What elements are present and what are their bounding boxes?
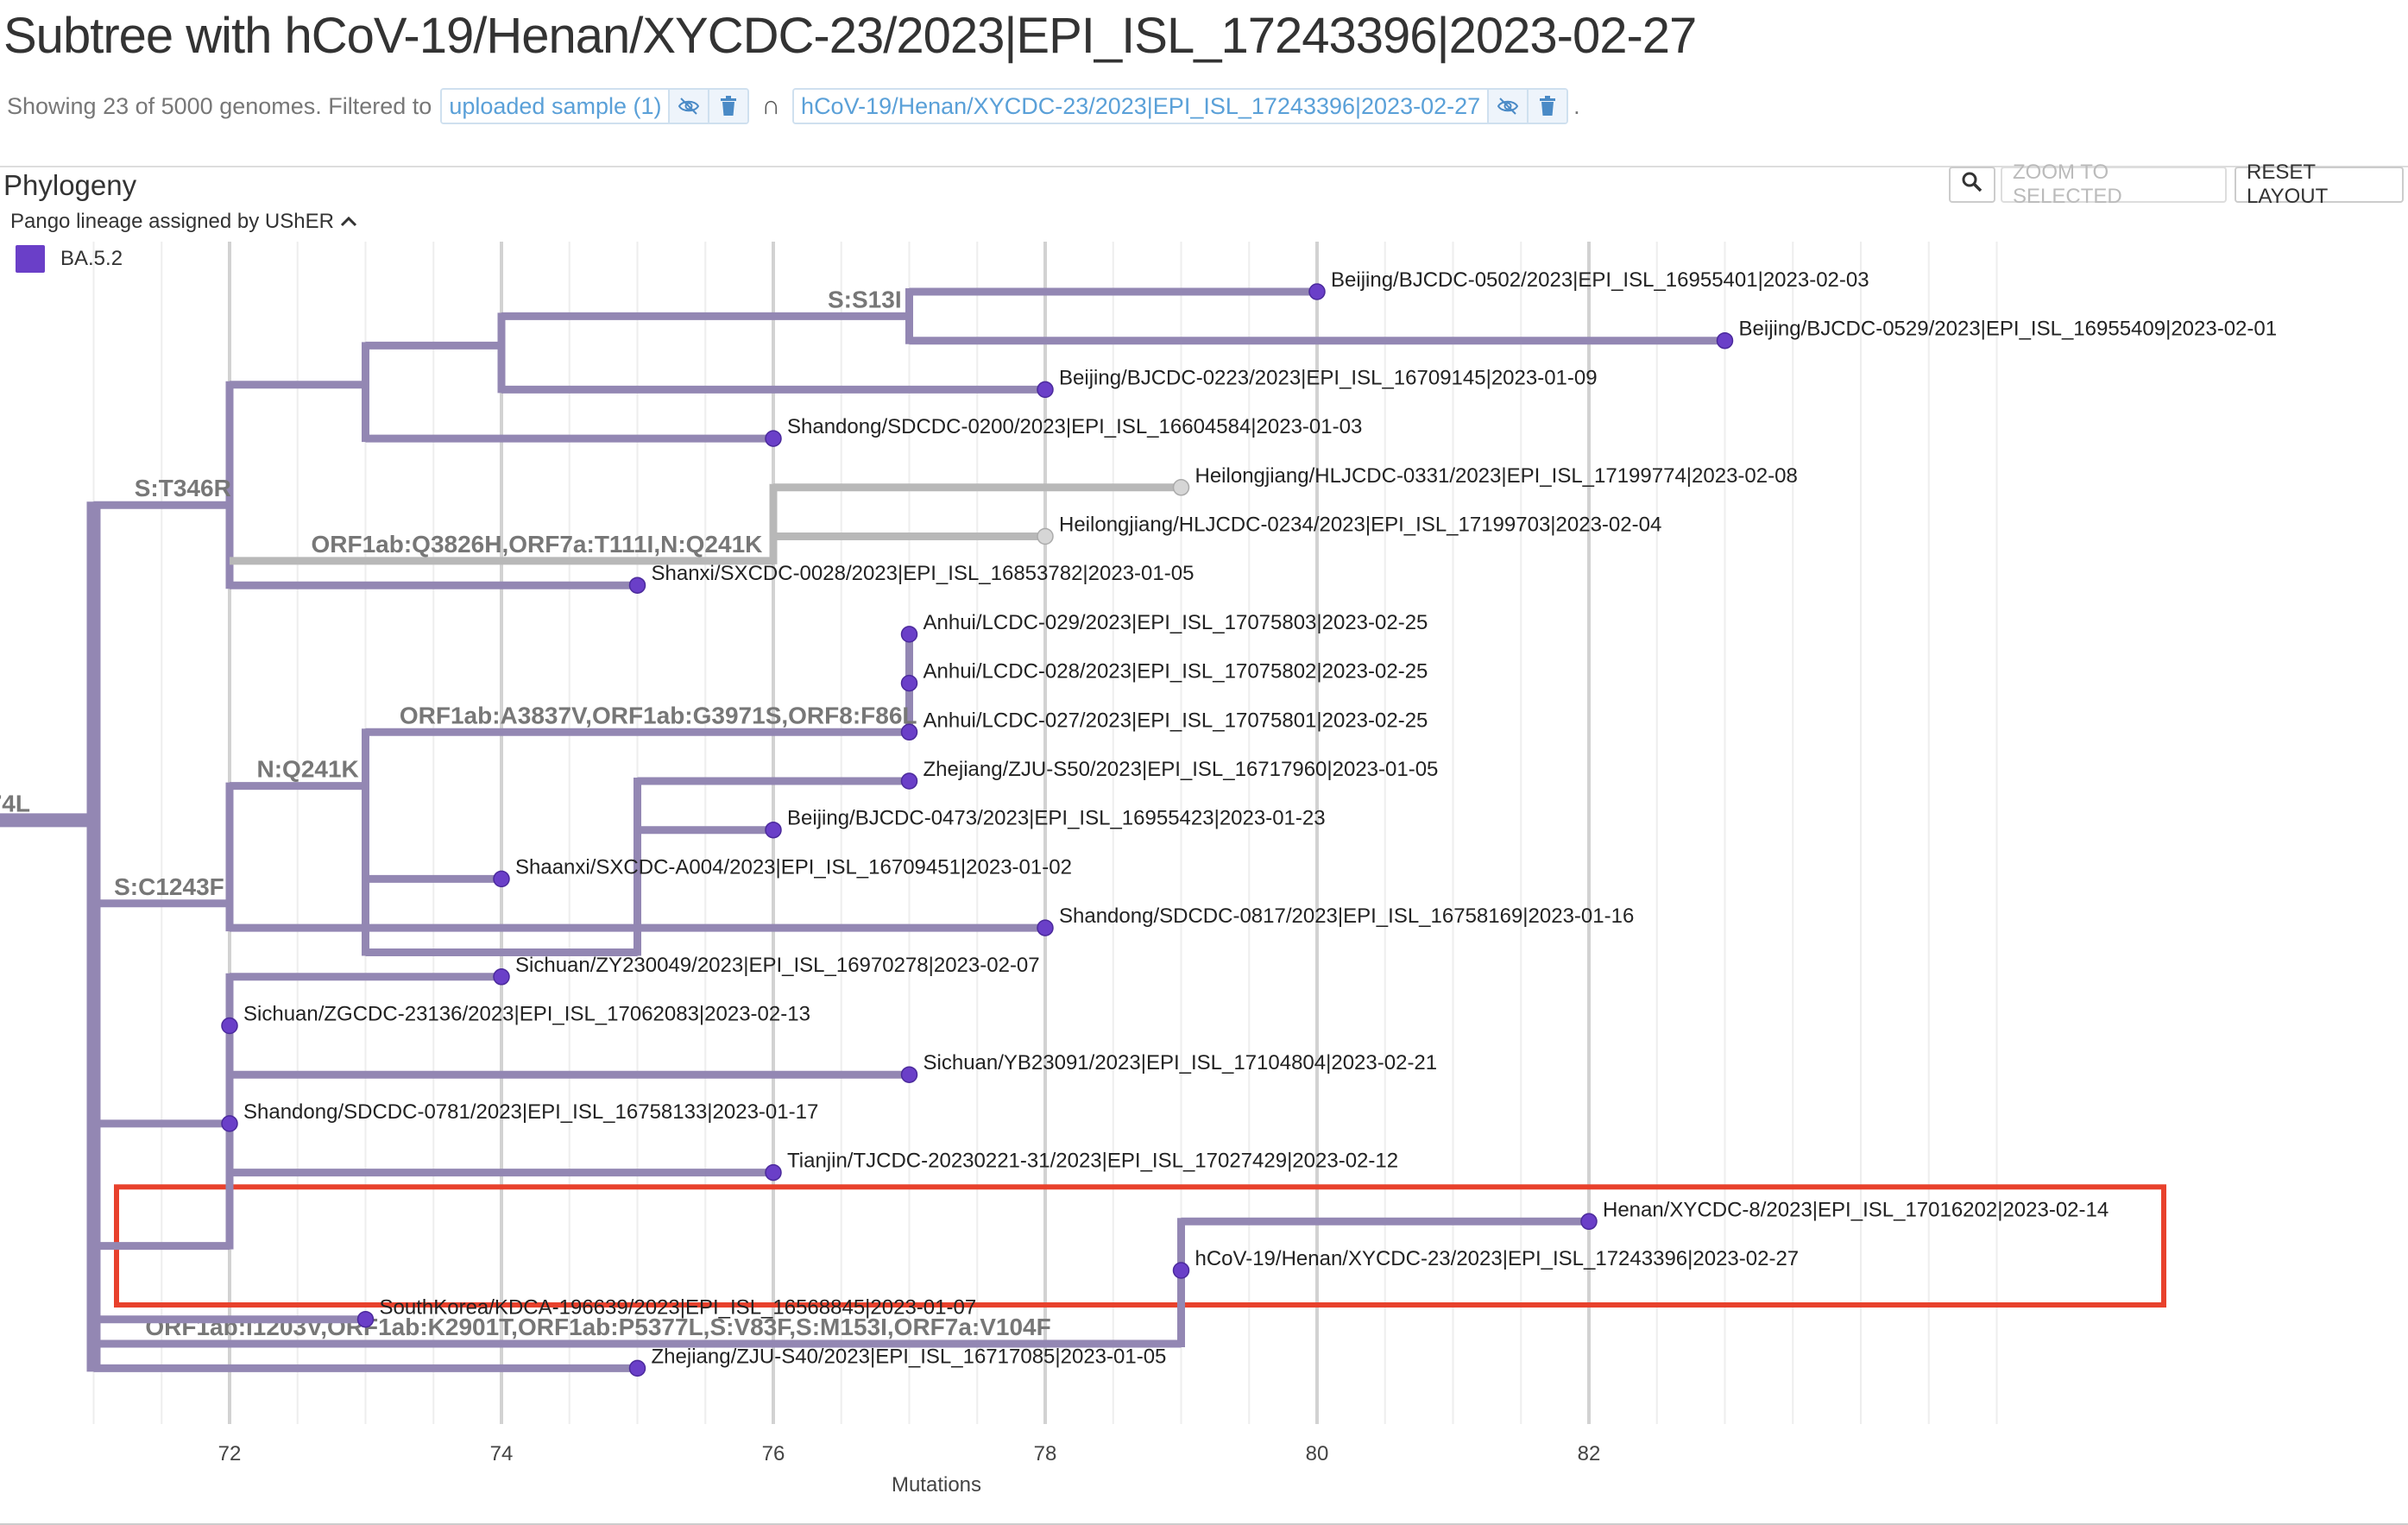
phylogeny-tree[interactable]: :V274L S:T346R S:S13I ORF1ab:Q3826H,ORF7a:T… [0,242,2408,1510]
zoom-to-selected-button[interactable]: ZOOM TO SELECTED [2001,161,2227,208]
tip-label[interactable]: Beijing/BJCDC-0502/2023|EPI_ISL_16955401… [1331,268,1869,292]
tip-label[interactable]: Sichuan/ZY230049/2023|EPI_ISL_16970278|2… [515,954,1040,977]
tip-label[interactable]: Sichuan/YB23091/2023|EPI_ISL_17104804|20… [923,1051,1438,1074]
chevron-up-icon [339,210,358,234]
legend-label: BA.5.2 [60,247,123,270]
legend-item[interactable]: BA.5.2 [16,245,123,273]
trash-icon[interactable] [1527,90,1567,123]
tip-node[interactable] [900,772,918,790]
tip-node[interactable] [221,1115,238,1132]
axis-tick-label: 82 [1578,1442,1601,1465]
tip-label[interactable]: Shaanxi/SXCDC-A004/2023|EPI_ISL_16709451… [515,855,1072,879]
filter-chip-label[interactable]: uploaded sample (1) [442,90,669,123]
panel-title: Phylogeny [3,169,137,201]
tip-label[interactable]: SouthKorea/KDCA-196639/2023|EPI_ISL_1656… [380,1296,977,1320]
branch-mutation-label: :V274L [0,790,30,816]
intersect-symbol: ∩ [761,91,781,120]
axis-tick-label: 78 [1034,1442,1057,1465]
color-by-label: Pango lineage assigned by UShER [10,210,334,233]
color-by-selector[interactable]: Pango lineage assigned by UShER [10,210,358,234]
tip-label[interactable]: Zhejiang/ZJU-S50/2023|EPI_ISL_16717960|2… [923,758,1439,781]
page-title: Subtree with hCoV-19/Henan/XYCDC-23/2023… [3,8,1697,64]
branch-mutation-label: S:S13I [828,286,902,312]
branch-mutation-label: S:T346R [135,475,231,501]
eye-slash-icon[interactable] [668,90,709,123]
trash-icon[interactable] [708,90,748,123]
tip-label[interactable]: Heilongjiang/HLJCDC-0234/2023|EPI_ISL_17… [1059,514,1661,537]
tip-label[interactable]: Shandong/SDCDC-0817/2023|EPI_ISL_1675816… [1059,904,1634,928]
tip-node[interactable] [900,723,918,741]
branch-mutation-label: N:Q241K [257,756,359,783]
tip-label[interactable]: hCoV-19/Henan/XYCDC-23/2023|EPI_ISL_1724… [1195,1247,1800,1270]
tip-label[interactable]: Anhui/LCDC-028/2023|EPI_ISL_17075802|202… [923,660,1428,684]
tip-label[interactable]: Henan/XYCDC-8/2023|EPI_ISL_17016202|2023… [1603,1198,2109,1221]
tip-node[interactable] [628,1359,646,1377]
tip-node[interactable] [221,1017,238,1035]
branch-mutation-label: ORF1ab:Q3826H,ORF7a:T111I,N:Q241K [312,531,763,558]
tip-node[interactable] [765,1163,782,1182]
tip-node[interactable] [1037,919,1054,936]
tip-node[interactable] [356,1310,375,1328]
tip-label[interactable]: Anhui/LCDC-027/2023|EPI_ISL_17075801|202… [923,709,1428,732]
filter-chip-label[interactable]: hCoV-19/Henan/XYCDC-23/2023|EPI_ISL_1724… [794,90,1488,123]
tip-node[interactable] [900,626,918,643]
filter-suffix: . [1573,92,1580,119]
filter-chip-sample[interactable]: hCoV-19/Henan/XYCDC-23/2023|EPI_ISL_1724… [792,88,1569,124]
eye-slash-icon[interactable] [1487,90,1528,123]
tip-label[interactable]: Sichuan/ZGCDC-23136/2023|EPI_ISL_1706208… [243,1003,810,1026]
tip-label[interactable]: Anhui/LCDC-029/2023|EPI_ISL_17075803|202… [923,611,1428,634]
axis-title: Mutations [892,1473,981,1497]
axis-tick-label: 74 [490,1442,514,1465]
tip-label[interactable]: Heilongjiang/HLJCDC-0331/2023|EPI_ISL_17… [1195,464,1798,488]
tip-node[interactable] [1037,381,1054,399]
legend-swatch [16,245,45,273]
zoom-button[interactable] [1949,167,1995,203]
tip-node[interactable] [900,1066,918,1083]
tip-label[interactable]: Beijing/BJCDC-0473/2023|EPI_ISL_16955423… [787,807,1326,830]
reset-layout-button[interactable]: RESET LAYOUT [2235,161,2404,208]
tip-node[interactable] [493,968,510,986]
tip-label[interactable]: Beijing/BJCDC-0529/2023|EPI_ISL_16955409… [1739,318,2278,341]
filter-summary: Showing 23 of 5000 genomes. Filtered to … [7,88,1580,124]
tip-label[interactable]: Zhejiang/ZJU-S40/2023|EPI_ISL_16717085|2… [652,1345,1167,1368]
tip-label[interactable]: Beijing/BJCDC-0223/2023|EPI_ISL_16709145… [1059,366,1598,389]
tip-node[interactable] [1308,283,1326,300]
tip-node[interactable] [1172,1262,1190,1279]
axis-tick-label: 72 [218,1442,242,1465]
tip-node[interactable] [765,430,782,447]
filter-prefix: Showing 23 of 5000 genomes. Filtered to [7,92,432,119]
axis-tick-label: 80 [1306,1442,1329,1465]
tip-node[interactable] [628,577,646,594]
magnifier-icon [1961,171,1983,199]
tip-node[interactable] [1580,1213,1598,1231]
axis-tick-label: 76 [762,1442,785,1465]
tip-node[interactable] [900,674,918,692]
tip-label[interactable]: Shandong/SDCDC-0200/2023|EPI_ISL_1660458… [787,415,1362,438]
branch-mutation-label: ORF1ab:A3837V,ORF1ab:G3971S,ORF8:F86L [400,702,917,728]
tip-node[interactable] [493,870,510,888]
branch-mutation-label: S:C1243F [114,873,224,900]
tip-node[interactable] [1172,479,1190,496]
tip-label[interactable]: Shanxi/SXCDC-0028/2023|EPI_ISL_16853782|… [652,562,1195,585]
tip-label[interactable]: Shandong/SDCDC-0781/2023|EPI_ISL_1675813… [243,1100,818,1124]
tip-label[interactable]: Tianjin/TJCDC-20230221-31/2023|EPI_ISL_1… [787,1150,1398,1173]
tip-node[interactable] [1716,331,1734,350]
tip-node[interactable] [1037,527,1054,545]
tip-node[interactable] [765,821,782,839]
filter-chip-uploaded[interactable]: uploaded sample (1) [440,88,750,124]
divider [0,166,2408,167]
